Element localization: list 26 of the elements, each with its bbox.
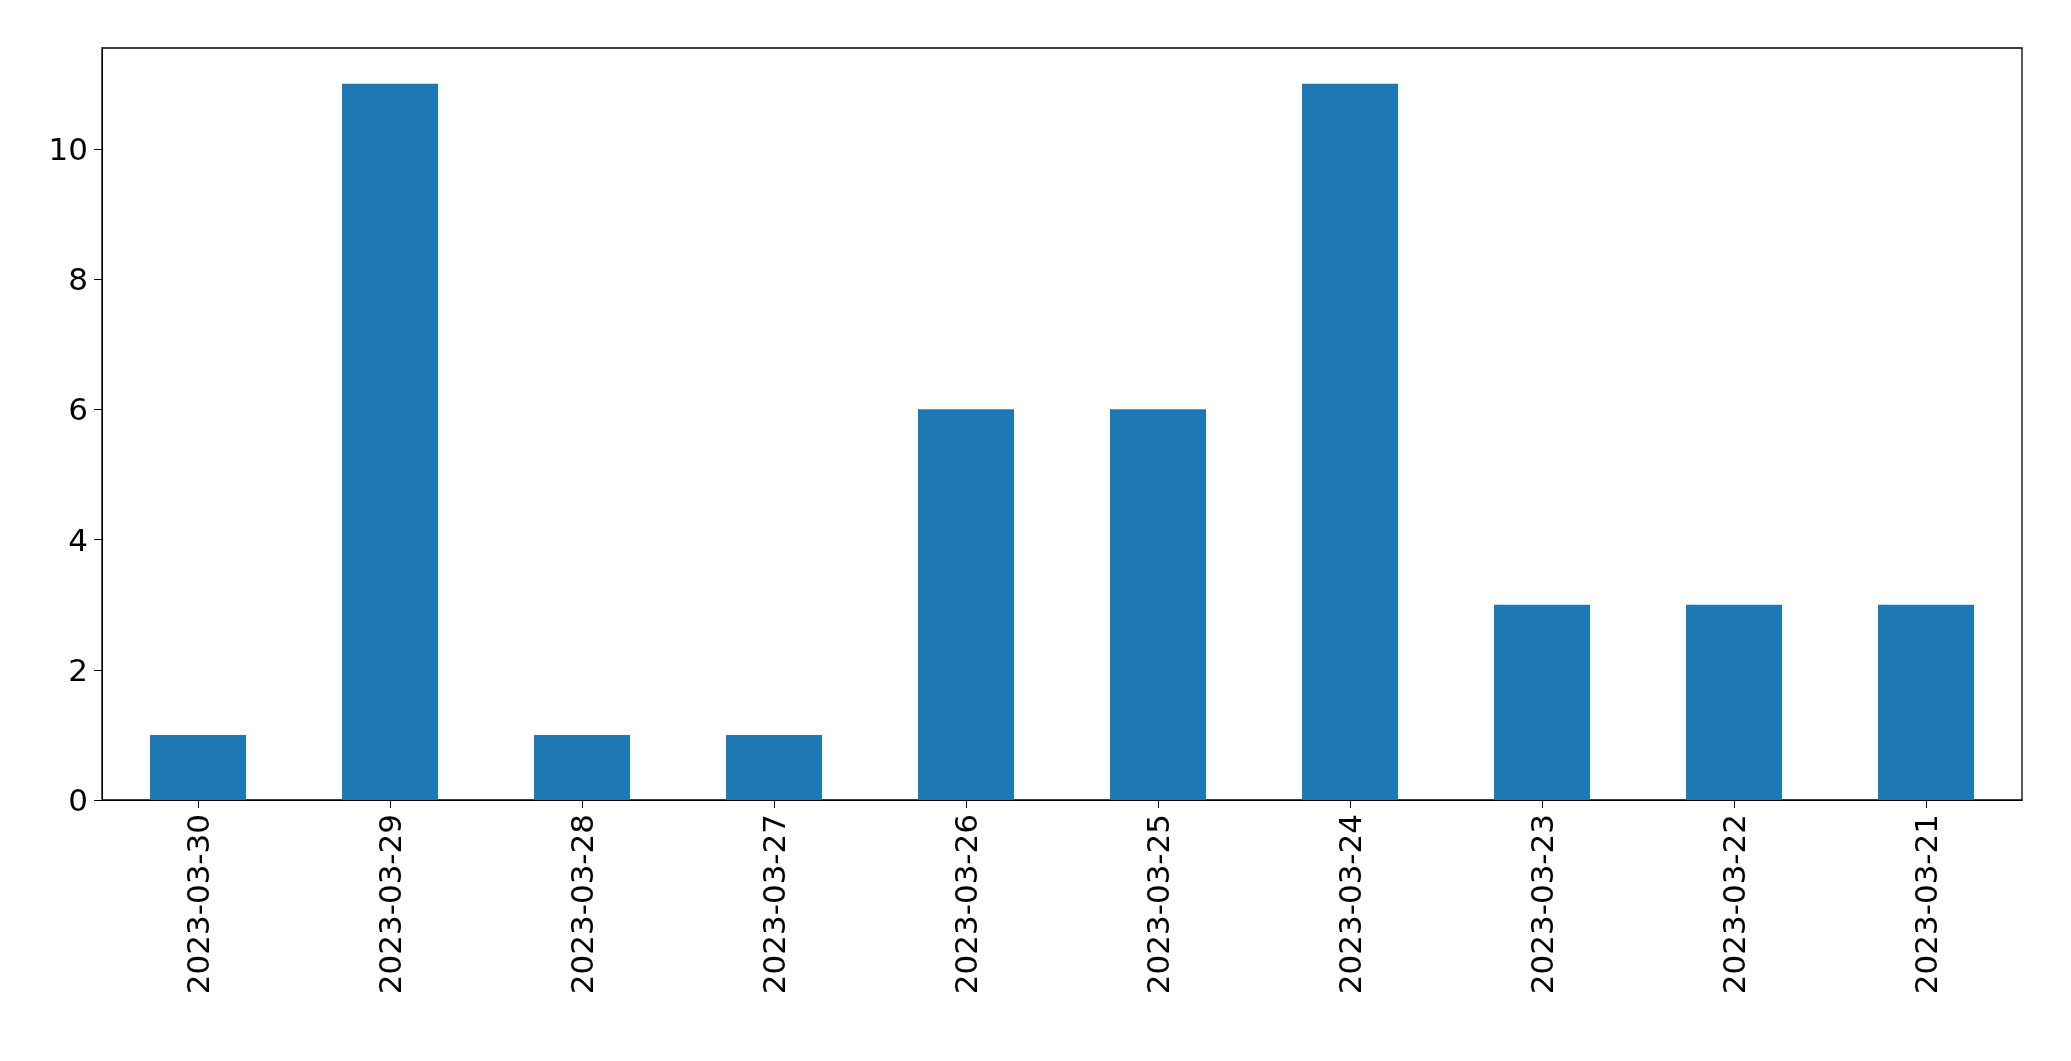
x-tick-label: 2023-03-26 (948, 814, 984, 995)
x-tick-label: 2023-03-22 (1716, 814, 1752, 995)
x-tick-label: 2023-03-30 (180, 814, 216, 995)
y-tick-label: 2 (68, 651, 88, 688)
bar (726, 734, 822, 800)
bar (342, 83, 438, 800)
y-tick-label: 8 (68, 261, 88, 298)
bar (534, 734, 630, 800)
bar (1110, 409, 1206, 800)
y-tick-label: 10 (48, 130, 88, 167)
bar (918, 409, 1014, 800)
x-tick-label: 2023-03-23 (1524, 814, 1560, 995)
bar (1878, 604, 1974, 800)
x-tick-label: 2023-03-21 (1908, 814, 1944, 995)
bar (1302, 83, 1398, 800)
x-tick-label: 2023-03-25 (1140, 814, 1176, 995)
bar (1494, 604, 1590, 800)
y-tick-label: 6 (68, 391, 88, 428)
y-tick-label: 0 (68, 782, 88, 818)
x-tick-label: 2023-03-29 (372, 814, 408, 995)
x-tick-label: 2023-03-24 (1332, 814, 1368, 995)
x-tick-label: 2023-03-27 (756, 814, 792, 995)
y-tick-label: 4 (68, 521, 88, 558)
bar (150, 734, 246, 800)
bar (1686, 604, 1782, 800)
x-tick-label: 2023-03-28 (564, 814, 600, 995)
